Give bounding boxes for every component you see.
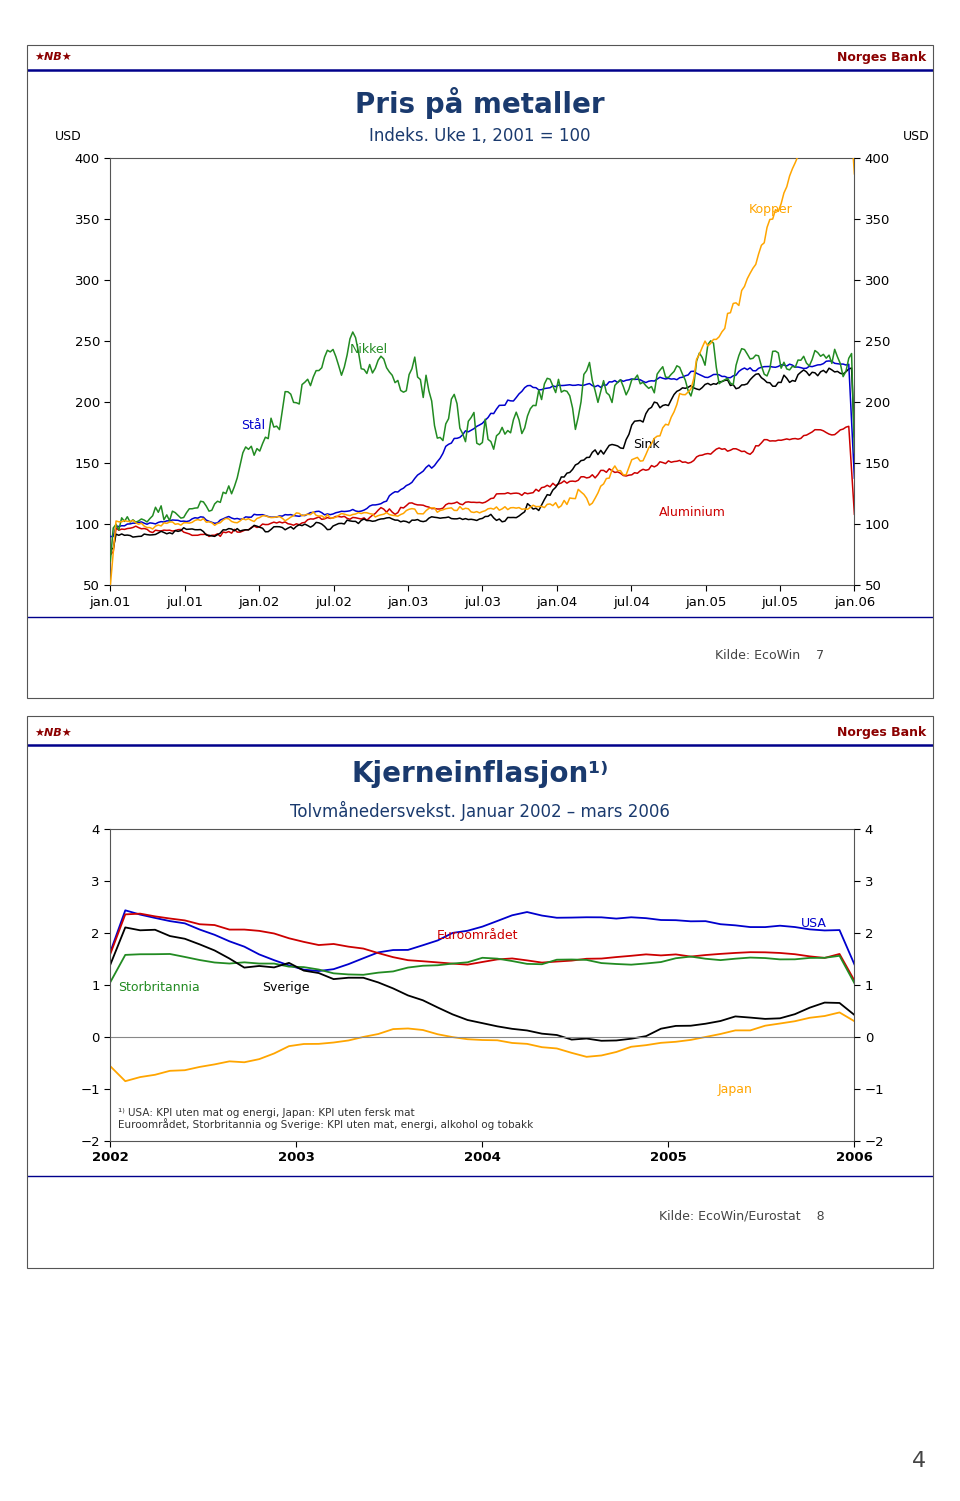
Text: Kjerneinflasjon¹⁾: Kjerneinflasjon¹⁾ (351, 760, 609, 788)
Text: USA: USA (801, 917, 827, 931)
Text: Euroområdet: Euroområdet (437, 929, 518, 941)
Text: Tolvmånedersvekst. Januar 2002 – mars 2006: Tolvmånedersvekst. Januar 2002 – mars 20… (290, 800, 670, 821)
Text: 4: 4 (912, 1451, 926, 1471)
Text: Stål: Stål (241, 419, 265, 432)
Text: ★NB★: ★NB★ (35, 728, 72, 737)
Text: Japan: Japan (717, 1082, 753, 1096)
Text: USD: USD (902, 131, 929, 144)
Text: Sink: Sink (634, 438, 660, 452)
Text: Sverige: Sverige (262, 980, 310, 994)
Text: Kilde: EcoWin    7: Kilde: EcoWin 7 (715, 648, 825, 662)
Text: Storbritannia: Storbritannia (118, 980, 200, 994)
Text: Norges Bank: Norges Bank (836, 726, 925, 738)
Text: Nikkel: Nikkel (349, 344, 388, 356)
Text: Kopper: Kopper (749, 203, 793, 216)
Text: Euroområdet, Storbritannia og Sverige: KPI uten mat, energi, alkohol og tobakk: Euroområdet, Storbritannia og Sverige: K… (118, 1118, 533, 1130)
Text: ¹⁾ USA: KPI uten mat og energi, Japan: KPI uten fersk mat: ¹⁾ USA: KPI uten mat og energi, Japan: K… (118, 1108, 415, 1118)
Text: Indeks. Uke 1, 2001 = 100: Indeks. Uke 1, 2001 = 100 (370, 128, 590, 146)
Text: USD: USD (55, 131, 82, 144)
Text: ★NB★: ★NB★ (35, 53, 72, 62)
Text: Pris på metaller: Pris på metaller (355, 87, 605, 120)
Text: Aluminium: Aluminium (660, 506, 726, 519)
Text: Norges Bank: Norges Bank (836, 51, 925, 63)
Text: Kilde: EcoWin/Eurostat    8: Kilde: EcoWin/Eurostat 8 (659, 1210, 825, 1223)
